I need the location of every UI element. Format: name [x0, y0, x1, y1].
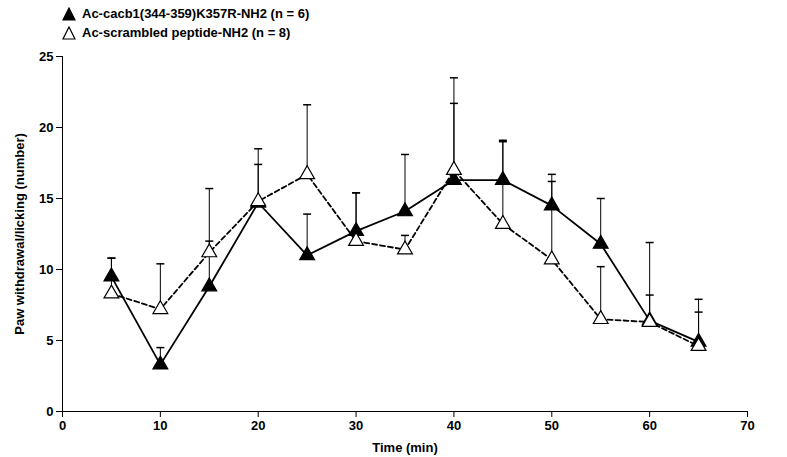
svg-text:Paw withdrawal/licking (number: Paw withdrawal/licking (number) — [12, 133, 27, 335]
svg-text:30: 30 — [349, 418, 363, 433]
svg-text:20: 20 — [251, 418, 265, 433]
svg-text:10: 10 — [153, 418, 167, 433]
svg-text:5: 5 — [46, 333, 53, 348]
html-text:Ac-cacb1(344-359)K357R-NH2 (n: Ac-cacb1(344-359)K357R-NH2 (n = 6) — [82, 6, 310, 21]
svg-text:25: 25 — [39, 49, 53, 64]
svg-text:40: 40 — [447, 418, 461, 433]
svg-text:70: 70 — [740, 418, 754, 433]
svg-text:20: 20 — [39, 120, 53, 135]
svg-text:10: 10 — [39, 262, 53, 277]
svg-text:15: 15 — [39, 191, 53, 206]
svg-text:0: 0 — [46, 404, 53, 419]
svg-text:50: 50 — [545, 418, 559, 433]
svg-text:60: 60 — [642, 418, 656, 433]
svg-text:Time (min): Time (min) — [372, 440, 438, 455]
html-text:Ac-scrambled peptide-NH2 (n =: Ac-scrambled peptide-NH2 (n = 8) — [82, 25, 291, 40]
svg-text:0: 0 — [59, 418, 66, 433]
